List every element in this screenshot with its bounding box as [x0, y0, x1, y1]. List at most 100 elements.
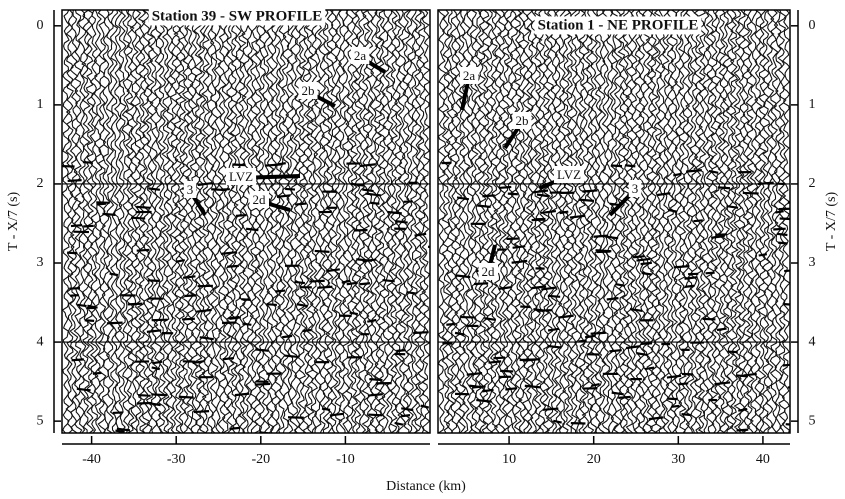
seismic-trace	[357, 10, 367, 433]
phase-streak	[362, 188, 374, 193]
phase-streak	[667, 397, 678, 401]
seismic-trace	[689, 10, 699, 433]
phase-streak	[326, 268, 341, 273]
seismic-trace	[477, 10, 487, 433]
phase-streak	[775, 210, 784, 214]
annotation: 3	[632, 181, 639, 196]
seismic-trace	[417, 10, 428, 433]
phase-streak	[70, 224, 83, 228]
panel: 10 20 30 40 0 1 2 3 4 5 T - X/7 (s) Station 1 - NE …	[437, 9, 839, 467]
phase-streak	[67, 251, 78, 255]
seismic-trace	[277, 10, 287, 433]
seismic-trace	[253, 10, 263, 433]
phase-streak	[401, 407, 414, 412]
phase-streak	[533, 308, 546, 312]
phase-streak	[420, 404, 430, 409]
phase-streak	[455, 274, 471, 279]
seismic-trace	[305, 10, 315, 433]
seismic-trace	[325, 10, 335, 433]
phase-streak	[222, 321, 237, 325]
annotation: 2d	[482, 264, 496, 279]
phase-streak	[482, 194, 495, 198]
phase-streak	[673, 265, 690, 269]
phase-streak	[625, 345, 641, 350]
annotation-box	[512, 111, 532, 129]
phase-streak	[234, 392, 250, 397]
phase-streak	[726, 204, 739, 209]
seismic-trace	[657, 10, 667, 433]
seismic-trace	[273, 10, 283, 433]
seismic-trace	[513, 10, 523, 433]
annotation-box	[350, 46, 370, 64]
seismic-trace	[117, 10, 127, 433]
seismic-trace	[509, 10, 519, 433]
seismic-trace	[733, 10, 743, 433]
seismic-trace	[285, 10, 295, 433]
seismic-trace	[337, 10, 347, 433]
seismic-trace	[369, 10, 379, 433]
phase-streak	[578, 339, 587, 343]
seismic-trace	[601, 10, 611, 433]
seismic-trace	[573, 10, 583, 433]
phase-streak	[758, 253, 768, 257]
x-tick-label: 40	[756, 452, 770, 467]
phase-streak	[241, 298, 251, 301]
phase-streak	[302, 328, 312, 333]
seismic-trace	[381, 10, 391, 433]
seismic-trace	[105, 10, 115, 433]
seismic-trace	[453, 10, 463, 433]
seismic-trace	[145, 10, 155, 433]
seismic-trace	[93, 10, 103, 433]
phase-streak	[499, 185, 512, 190]
phase-streak	[685, 169, 702, 173]
phase-streak	[138, 393, 151, 397]
seismic-trace	[781, 10, 790, 433]
phase-streak	[181, 317, 195, 321]
phase-streak	[235, 214, 247, 217]
seismic-trace	[685, 10, 695, 433]
phase-streak	[266, 303, 277, 307]
seismic-trace	[521, 10, 531, 433]
y-axis-label: T - X/7 (s)	[824, 192, 839, 252]
seismic-trace	[165, 10, 175, 433]
phase-streak	[136, 205, 151, 209]
seismic-trace	[121, 10, 131, 433]
phase-streak	[569, 214, 586, 219]
phase-streak	[112, 411, 123, 415]
phase-streak	[714, 381, 731, 386]
phase-streak	[785, 423, 790, 426]
phase-streak	[242, 322, 252, 326]
panel-title-box	[534, 16, 702, 35]
panel-title: Station 1 - NE PROFILE	[538, 17, 699, 33]
phase-streak	[500, 369, 514, 373]
phase-streak	[629, 307, 643, 313]
phase-streak	[743, 372, 757, 377]
y-tick-label: 5	[37, 413, 44, 428]
x-tick-label: 20	[587, 452, 601, 467]
phase-streak	[590, 331, 606, 335]
phase-streak	[309, 279, 325, 283]
phase-streak	[505, 387, 517, 391]
phase-streak	[536, 193, 550, 198]
y-tick-label: 0	[809, 18, 816, 33]
panel-title-box	[148, 7, 326, 26]
phase-streak	[681, 413, 691, 417]
annotation-box	[628, 179, 642, 197]
phase-streak	[488, 360, 502, 364]
x-tick-label: -30	[167, 452, 186, 467]
phase-streak	[671, 404, 680, 408]
seismic-trace	[609, 10, 619, 433]
phase-streak	[382, 278, 395, 283]
seismic-trace	[365, 10, 375, 433]
x-axis-label: Distance (km)	[386, 479, 466, 494]
phase-streak	[666, 374, 682, 379]
y-tick-label: 1	[37, 97, 44, 112]
phase-streak	[727, 350, 738, 354]
phase-streak	[705, 271, 715, 275]
x-tick-label: 10	[502, 452, 516, 467]
phase-streak	[610, 164, 623, 168]
phase-streak	[641, 271, 652, 276]
x-tick-label: -10	[336, 452, 355, 467]
phase-streak	[611, 391, 624, 396]
seismic-trace	[525, 10, 535, 433]
